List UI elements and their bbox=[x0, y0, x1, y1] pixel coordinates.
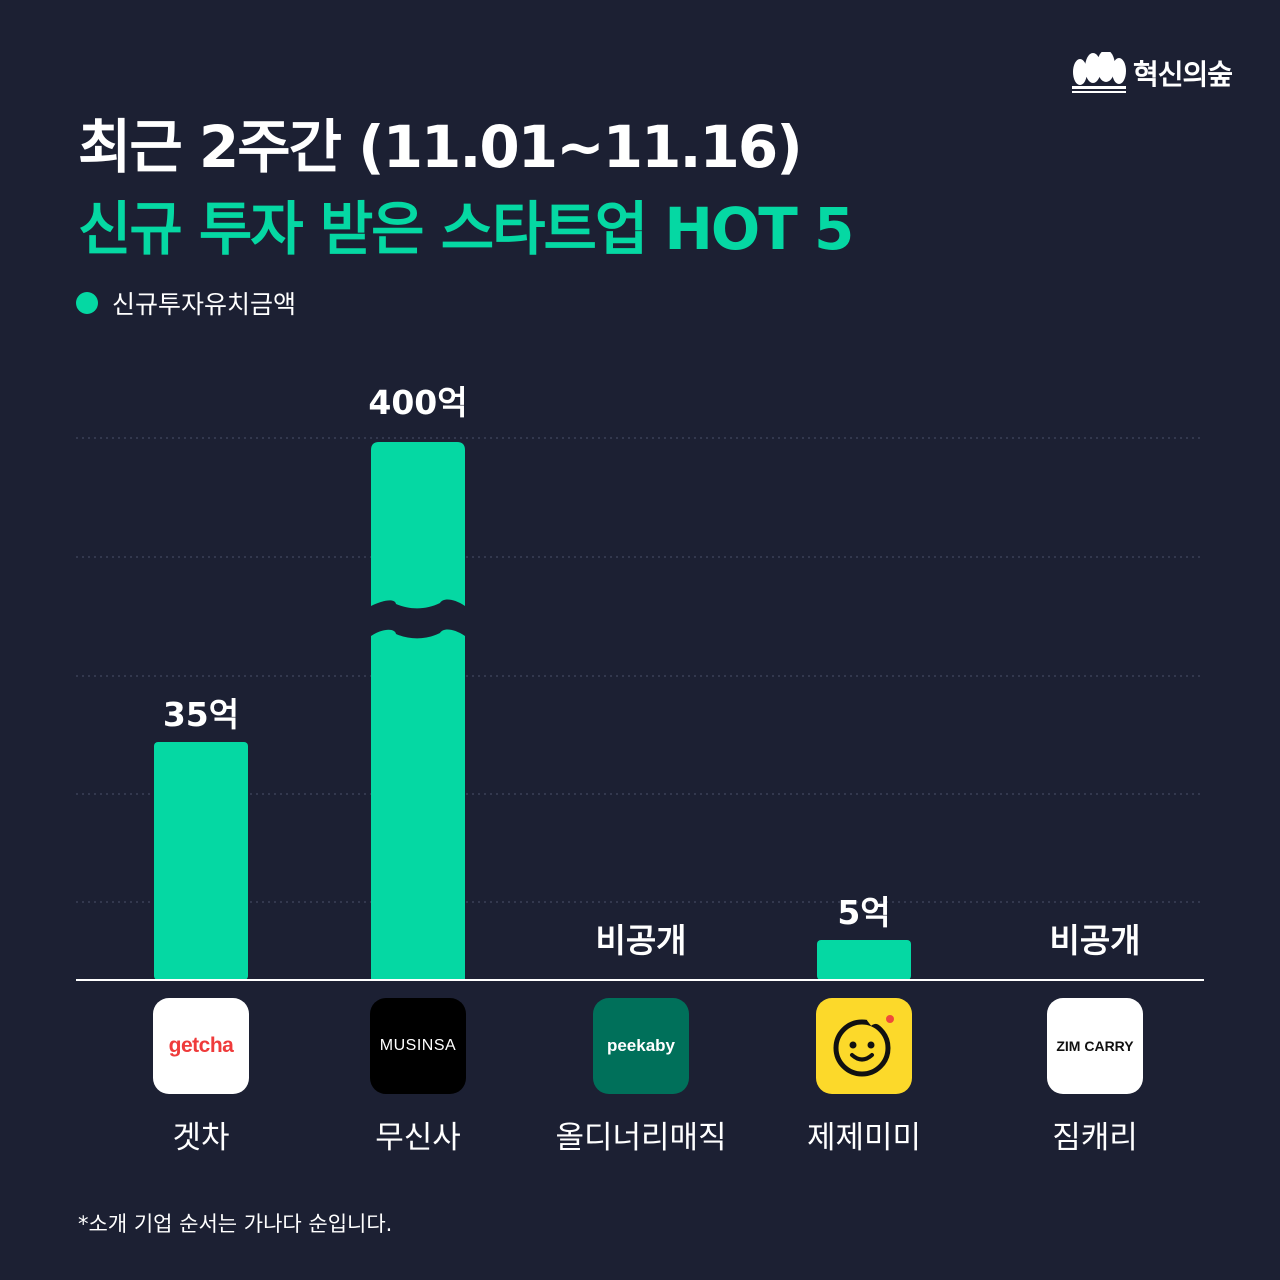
value-label-2: 비공개 bbox=[595, 921, 686, 960]
smiley-face-icon bbox=[833, 1015, 894, 1077]
footnote: *소개 기업 순서는 가나다 순입니다. bbox=[78, 1212, 393, 1236]
company-logo-4: ZIM CARRY bbox=[1047, 998, 1143, 1094]
company-logo-1: MUSINSA bbox=[370, 998, 466, 1094]
bar-0 bbox=[154, 742, 248, 980]
category-label-2: 올디너리매직 bbox=[555, 1120, 727, 1156]
page-title: 최근 2주간 (11.01~11.16) bbox=[78, 113, 803, 181]
company-logo-text-2: peekaby bbox=[606, 1036, 676, 1055]
value-label-4: 비공개 bbox=[1049, 921, 1140, 960]
category-label-3: 제제미미 bbox=[806, 1120, 922, 1156]
company-logo-3 bbox=[816, 998, 912, 1094]
category-label-1: 무신사 bbox=[375, 1120, 461, 1156]
bar-3 bbox=[817, 940, 911, 980]
legend-dot bbox=[76, 292, 98, 314]
value-label-0: 35억 bbox=[163, 695, 239, 734]
page-subtitle: 신규 투자 받은 스타트업 HOT 5 bbox=[78, 195, 854, 263]
company-logo-text-0: getcha bbox=[168, 1034, 234, 1057]
company-logo-text-1: MUSINSA bbox=[379, 1037, 457, 1054]
bar-1-top bbox=[371, 442, 465, 609]
category-label-4: 짐캐리 bbox=[1052, 1120, 1138, 1156]
value-label-1: 400억 bbox=[368, 383, 467, 422]
category-label-0: 겟차 bbox=[172, 1120, 230, 1156]
company-logo-0: getcha bbox=[153, 998, 249, 1094]
value-label-3: 5억 bbox=[837, 893, 890, 932]
chart-legend: 신규투자유치금액 bbox=[76, 285, 296, 321]
legend-label: 신규투자유치금액 bbox=[112, 290, 297, 319]
bar-1-bottom bbox=[371, 629, 465, 980]
brand-logo: 혁신의숲 bbox=[1071, 52, 1233, 94]
company-logo-text-4: ZIM CARRY bbox=[1056, 1038, 1134, 1054]
company-logo-2: peekaby bbox=[593, 998, 689, 1094]
forest-icon bbox=[1071, 52, 1126, 93]
brand-name: 혁신의숲 bbox=[1132, 58, 1233, 91]
